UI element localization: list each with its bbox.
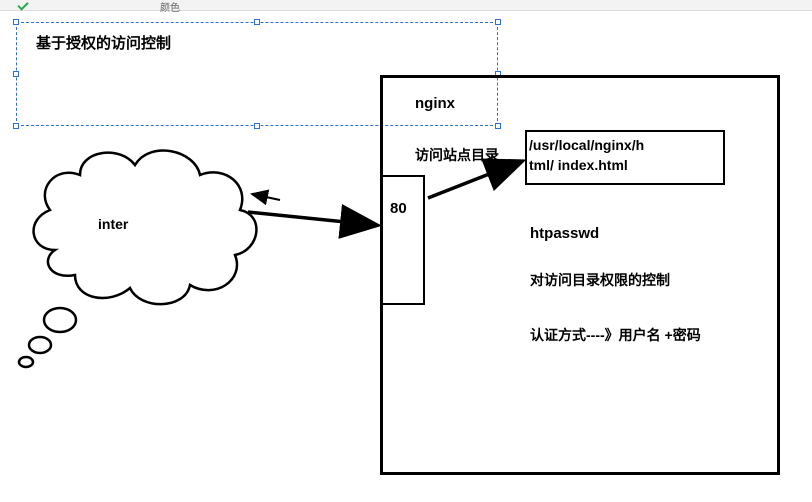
diagram-title: 基于授权的访问控制 — [36, 32, 171, 53]
topbar-small-label: 颜色 — [160, 0, 180, 14]
diagram-canvas: 颜色 基于授权的访问控制 nginx 80 访问站点目录 /usr/local/… — [0, 0, 812, 502]
directory-box-line2: tml/ index.html — [529, 156, 721, 176]
dir-access-label: 访问站点目录 — [415, 145, 499, 165]
directory-box-line1: /usr/local/nginx/h — [529, 136, 721, 156]
htpasswd-label: htpasswd — [530, 225, 599, 242]
cloud-shape — [34, 151, 257, 305]
arrow-cloud-to-port — [248, 212, 375, 225]
cloud-label: inter — [98, 216, 128, 232]
sel-handle-w[interactable] — [13, 71, 19, 77]
directory-box: /usr/local/nginx/h tml/ index.html — [525, 130, 725, 185]
sel-handle-sw[interactable] — [13, 123, 19, 129]
sel-handle-nw[interactable] — [13, 19, 19, 25]
server-box-label: nginx — [415, 95, 455, 112]
perm-control-label: 对访问目录权限的控制 — [530, 270, 670, 290]
auth-method-label: 认证方式----》用户名 +密码 — [530, 325, 701, 345]
cloud-bubble-1 — [44, 308, 76, 332]
cloud-bubble-3 — [19, 357, 33, 367]
sel-handle-n[interactable] — [254, 19, 260, 25]
sel-handle-s[interactable] — [254, 123, 260, 129]
port-box-label: 80 — [390, 200, 407, 217]
editor-topbar-divider — [0, 10, 812, 11]
cloud-bubble-2 — [29, 337, 51, 353]
sel-handle-ne[interactable] — [495, 19, 501, 25]
arrow-back-to-cloud — [252, 194, 280, 200]
port-box — [380, 175, 425, 305]
